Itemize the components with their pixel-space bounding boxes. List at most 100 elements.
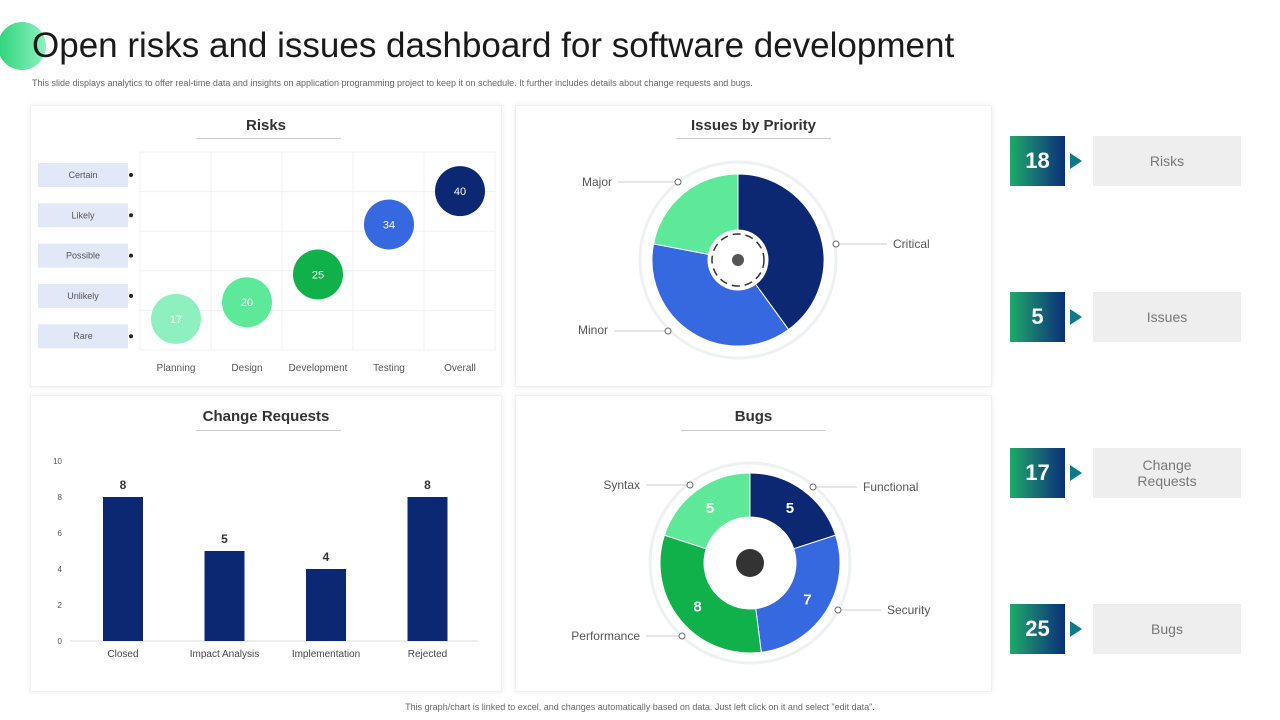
arrow-right-icon bbox=[1070, 465, 1082, 481]
y-axis-tick: 2 bbox=[58, 601, 63, 610]
x-axis-label: Impact Analysis bbox=[190, 649, 259, 660]
risk-bubble-value: 20 bbox=[241, 297, 253, 309]
bugs-legend-label: Syntax bbox=[603, 478, 640, 492]
risk-bubble-value: 17 bbox=[170, 314, 182, 326]
summary-value: 18 bbox=[1010, 136, 1065, 186]
likelihood-label-box bbox=[38, 163, 128, 187]
leader-dot bbox=[834, 606, 842, 614]
leader-dot bbox=[809, 483, 817, 491]
x-axis-label: Planning bbox=[157, 363, 196, 374]
bugs-slice-value: 7 bbox=[803, 591, 811, 608]
y-axis-tick: 4 bbox=[58, 565, 63, 574]
arrow-right-icon bbox=[1070, 621, 1082, 637]
likelihood-label: Possible bbox=[66, 251, 100, 261]
bar-value-label: 4 bbox=[323, 550, 330, 564]
x-axis-label: Development bbox=[289, 363, 348, 374]
risk-bubble-value: 34 bbox=[383, 219, 395, 231]
decorative-circle bbox=[0, 22, 46, 70]
leader-dot bbox=[664, 327, 672, 335]
leader-dot bbox=[832, 240, 840, 248]
bullet-icon bbox=[129, 293, 133, 298]
likelihood-label-box bbox=[38, 324, 128, 349]
risk-bubble bbox=[222, 277, 272, 328]
summary-value: 25 bbox=[1010, 604, 1065, 654]
donut-outer-ring bbox=[638, 160, 838, 360]
risk-bubble bbox=[364, 199, 414, 250]
leader-dot bbox=[678, 632, 686, 640]
target-icon bbox=[732, 254, 744, 266]
y-axis-tick: 0 bbox=[58, 637, 63, 646]
issues-legend-label: Major bbox=[582, 175, 612, 189]
summary-value: 17 bbox=[1010, 448, 1065, 498]
bugs-slice-performance bbox=[659, 534, 762, 654]
change-requests-title: Change Requests bbox=[202, 408, 330, 425]
x-axis-label: Rejected bbox=[408, 649, 447, 660]
x-axis-label: Closed bbox=[107, 649, 138, 660]
x-axis-label: Implementation bbox=[292, 649, 360, 660]
bugs-legend-label: Security bbox=[887, 603, 930, 617]
y-axis-tick: 8 bbox=[58, 493, 63, 502]
x-axis-label: Testing bbox=[373, 363, 405, 374]
bar-rejected bbox=[407, 497, 448, 641]
bullet-icon bbox=[129, 213, 133, 218]
summary-label: Risks bbox=[1093, 136, 1241, 186]
bugs-slice-value: 5 bbox=[786, 500, 794, 517]
page-subtitle: This slide displays analytics to offer r… bbox=[32, 78, 753, 88]
summary-label: Issues bbox=[1093, 292, 1241, 342]
likelihood-label: Certain bbox=[68, 170, 97, 180]
summary-value: 5 bbox=[1010, 292, 1065, 342]
bar-value-label: 5 bbox=[221, 532, 228, 546]
bar-value-label: 8 bbox=[120, 478, 127, 492]
bugs-slice-security bbox=[755, 534, 841, 653]
y-axis-tick: 6 bbox=[58, 529, 63, 538]
footer-note: This graph/chart is linked to excel, and… bbox=[405, 702, 875, 712]
issues-slice-major bbox=[652, 173, 739, 255]
bugs-slice-value: 5 bbox=[706, 500, 714, 517]
x-axis-label: Overall bbox=[444, 363, 476, 374]
risk-bubble-value: 40 bbox=[454, 186, 466, 198]
likelihood-label: Likely bbox=[71, 210, 95, 220]
leader-dot bbox=[686, 481, 694, 489]
issues-slice-minor bbox=[651, 243, 790, 347]
bar-impact-analysis bbox=[204, 551, 245, 641]
donut-outer-ring bbox=[648, 461, 852, 665]
teamwork-handshake-icon bbox=[736, 549, 764, 577]
issues-title: Issues by Priority bbox=[690, 117, 817, 134]
y-axis-tick: 10 bbox=[53, 457, 62, 466]
bullet-icon bbox=[129, 334, 133, 339]
title-underline bbox=[681, 430, 826, 431]
likelihood-label-box bbox=[38, 203, 128, 228]
likelihood-label-box bbox=[38, 243, 128, 268]
title-underline bbox=[196, 138, 341, 139]
issues-slice-critical bbox=[737, 173, 825, 331]
bugs-slice-value: 8 bbox=[693, 598, 701, 615]
summary-label: Change Requests bbox=[1093, 448, 1241, 498]
bullet-icon bbox=[129, 173, 133, 177]
bugs-slice-syntax bbox=[663, 472, 751, 550]
bugs-legend-label: Performance bbox=[571, 629, 640, 643]
arrow-right-icon bbox=[1070, 153, 1082, 169]
bugs-legend-label: Functional bbox=[863, 480, 918, 494]
likelihood-label-box bbox=[38, 283, 128, 308]
risk-bubble bbox=[151, 293, 201, 344]
risks-title: Risks bbox=[245, 117, 287, 134]
leader-dot bbox=[674, 178, 682, 186]
arrow-right-icon bbox=[1070, 309, 1082, 325]
summary-label: Bugs bbox=[1093, 604, 1241, 654]
process-cycle-icon bbox=[711, 233, 765, 287]
page-title: Open risks and issues dashboard for soft… bbox=[32, 26, 955, 65]
title-underline bbox=[196, 430, 341, 431]
risk-bubble bbox=[435, 166, 485, 217]
issues-legend-label: Critical bbox=[893, 237, 930, 251]
issues-legend-label: Minor bbox=[578, 323, 608, 337]
bar-closed bbox=[103, 497, 143, 641]
likelihood-label: Rare bbox=[73, 331, 93, 341]
title-underline bbox=[676, 138, 831, 139]
risk-bubble bbox=[293, 249, 343, 300]
bullet-icon bbox=[129, 253, 133, 258]
bar-value-label: 8 bbox=[424, 478, 431, 492]
likelihood-label: Unlikely bbox=[67, 291, 99, 301]
bugs-title: Bugs bbox=[734, 408, 773, 425]
risk-bubble-value: 25 bbox=[312, 269, 324, 281]
